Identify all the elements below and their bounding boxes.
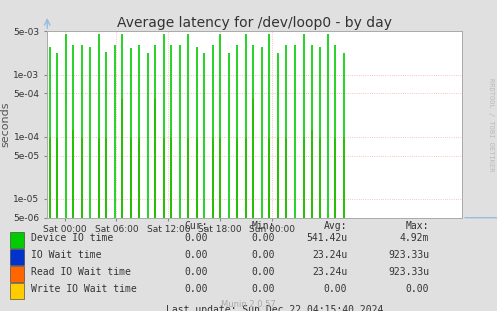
- Text: Munin 2.0.57: Munin 2.0.57: [221, 300, 276, 309]
- Text: 0.00: 0.00: [406, 284, 429, 294]
- Text: 0.00: 0.00: [324, 284, 347, 294]
- FancyBboxPatch shape: [10, 266, 24, 282]
- Text: 0.00: 0.00: [184, 284, 207, 294]
- Text: 0.00: 0.00: [184, 267, 207, 277]
- Text: 0.00: 0.00: [251, 233, 275, 243]
- FancyBboxPatch shape: [10, 232, 24, 248]
- Y-axis label: seconds: seconds: [0, 102, 10, 147]
- Text: 923.33u: 923.33u: [388, 267, 429, 277]
- Text: Max:: Max:: [406, 221, 429, 231]
- Text: RRDTOOL / TOBI OETIKER: RRDTOOL / TOBI OETIKER: [488, 78, 494, 171]
- FancyBboxPatch shape: [10, 283, 24, 299]
- Text: Min:: Min:: [251, 221, 275, 231]
- Text: 923.33u: 923.33u: [388, 250, 429, 260]
- Text: 23.24u: 23.24u: [312, 267, 347, 277]
- Text: 0.00: 0.00: [251, 267, 275, 277]
- Text: 0.00: 0.00: [184, 233, 207, 243]
- Text: Cur:: Cur:: [184, 221, 207, 231]
- Text: 4.92m: 4.92m: [400, 233, 429, 243]
- Text: Avg:: Avg:: [324, 221, 347, 231]
- Text: 0.00: 0.00: [251, 250, 275, 260]
- Text: 0.00: 0.00: [251, 284, 275, 294]
- Text: Last update: Sun Dec 22 04:15:40 2024: Last update: Sun Dec 22 04:15:40 2024: [166, 305, 384, 311]
- Text: 0.00: 0.00: [184, 250, 207, 260]
- Text: IO Wait time: IO Wait time: [31, 250, 102, 260]
- Text: 23.24u: 23.24u: [312, 250, 347, 260]
- FancyBboxPatch shape: [10, 249, 24, 265]
- Text: 541.42u: 541.42u: [306, 233, 347, 243]
- Text: Device IO time: Device IO time: [31, 233, 114, 243]
- Text: Write IO Wait time: Write IO Wait time: [31, 284, 137, 294]
- Title: Average latency for /dev/loop0 - by day: Average latency for /dev/loop0 - by day: [117, 16, 392, 30]
- Text: Read IO Wait time: Read IO Wait time: [31, 267, 131, 277]
